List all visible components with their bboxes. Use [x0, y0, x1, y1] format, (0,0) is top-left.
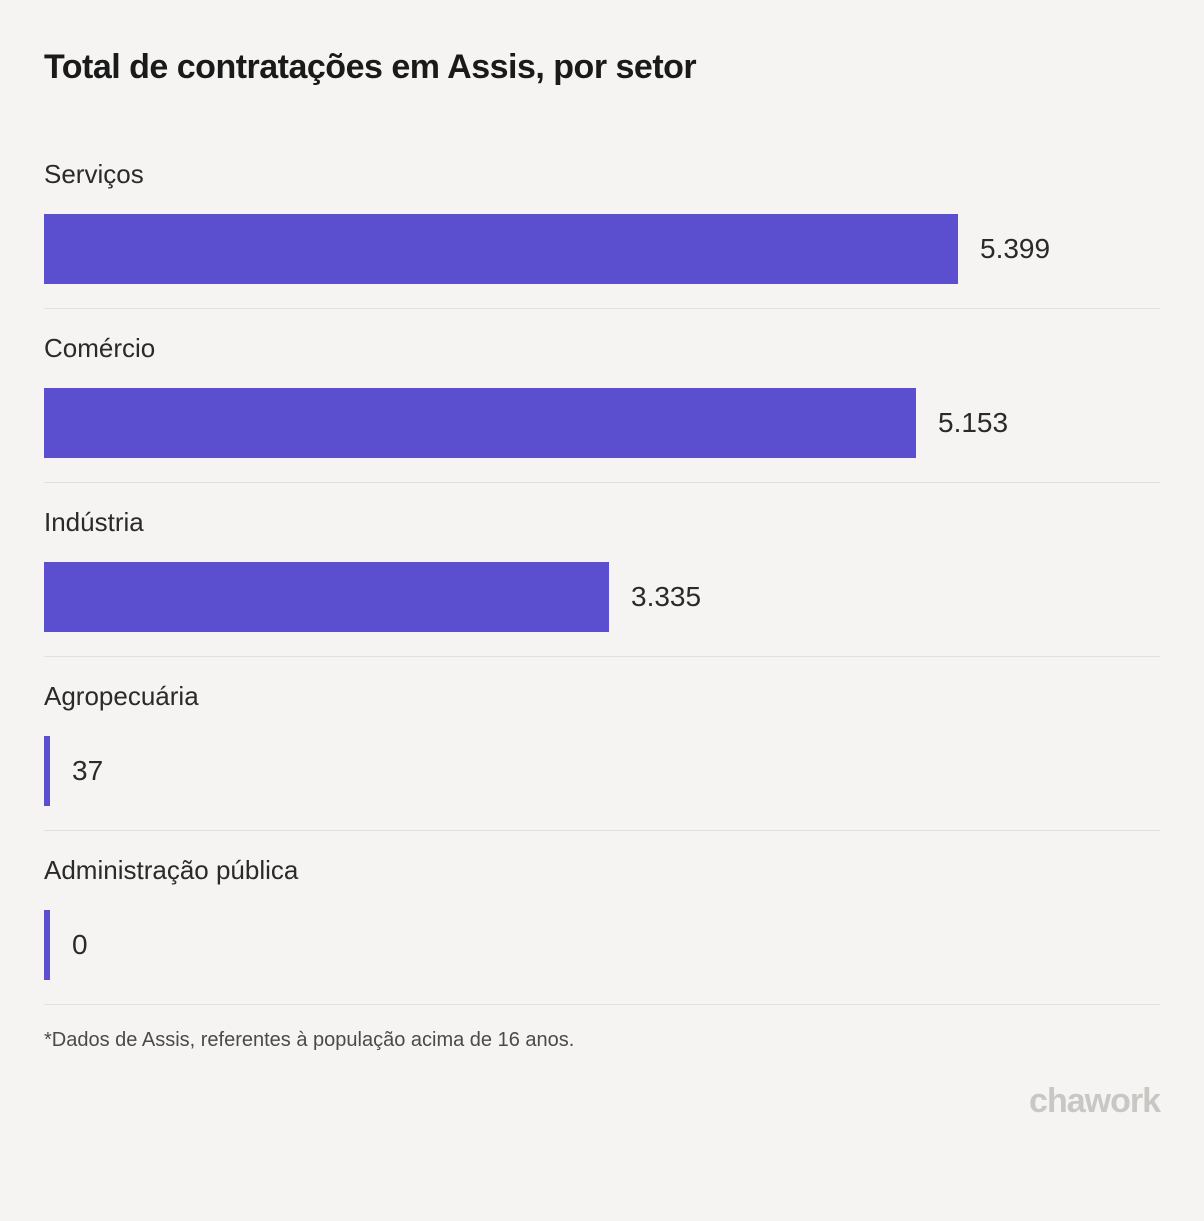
bar-row: Agropecuária 37 [44, 681, 1160, 831]
chart-title: Total de contratações em Assis, por seto… [44, 48, 1160, 87]
bar-row: Administração pública 0 [44, 855, 1160, 1005]
bar-label: Serviços [44, 159, 1160, 190]
chart-footnote: *Dados de Assis, referentes à população … [44, 1029, 1160, 1052]
bar-row: Serviços 5.399 [44, 159, 1160, 309]
bar-wrap: 3.335 [44, 562, 1160, 632]
bar [44, 562, 609, 632]
brand-name: chawork [1029, 1082, 1160, 1121]
bar-row: Indústria 3.335 [44, 507, 1160, 657]
bar-label: Comércio [44, 333, 1160, 364]
bar-label: Indústria [44, 507, 1160, 538]
bar-row: Comércio 5.153 [44, 333, 1160, 483]
bar-value: 5.153 [938, 407, 1008, 439]
bar-wrap: 37 [44, 736, 1160, 806]
bar-value: 37 [72, 755, 103, 787]
bar [44, 388, 916, 458]
bar-value: 3.335 [631, 581, 701, 613]
bar-value: 0 [72, 929, 88, 961]
bar-wrap: 5.153 [44, 388, 1160, 458]
bar-value: 5.399 [980, 233, 1050, 265]
bar-label: Administração pública [44, 855, 1160, 886]
brand-logo: chawork [1029, 1082, 1160, 1121]
bar-label: Agropecuária [44, 681, 1160, 712]
bar-rows: Serviços 5.399 Comércio 5.153 Indústria … [44, 159, 1160, 1005]
bar-wrap: 5.399 [44, 214, 1160, 284]
bar [44, 214, 958, 284]
bar [44, 736, 50, 806]
bar-wrap: 0 [44, 910, 1160, 980]
bar [44, 910, 50, 980]
